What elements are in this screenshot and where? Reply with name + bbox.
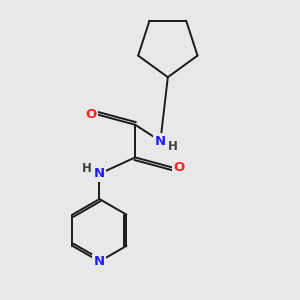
Text: N: N <box>94 167 105 180</box>
Text: O: O <box>173 161 185 174</box>
Text: O: O <box>85 108 97 121</box>
Text: H: H <box>168 140 178 153</box>
Text: H: H <box>82 162 92 175</box>
Text: N: N <box>155 135 166 148</box>
Text: N: N <box>94 255 105 268</box>
